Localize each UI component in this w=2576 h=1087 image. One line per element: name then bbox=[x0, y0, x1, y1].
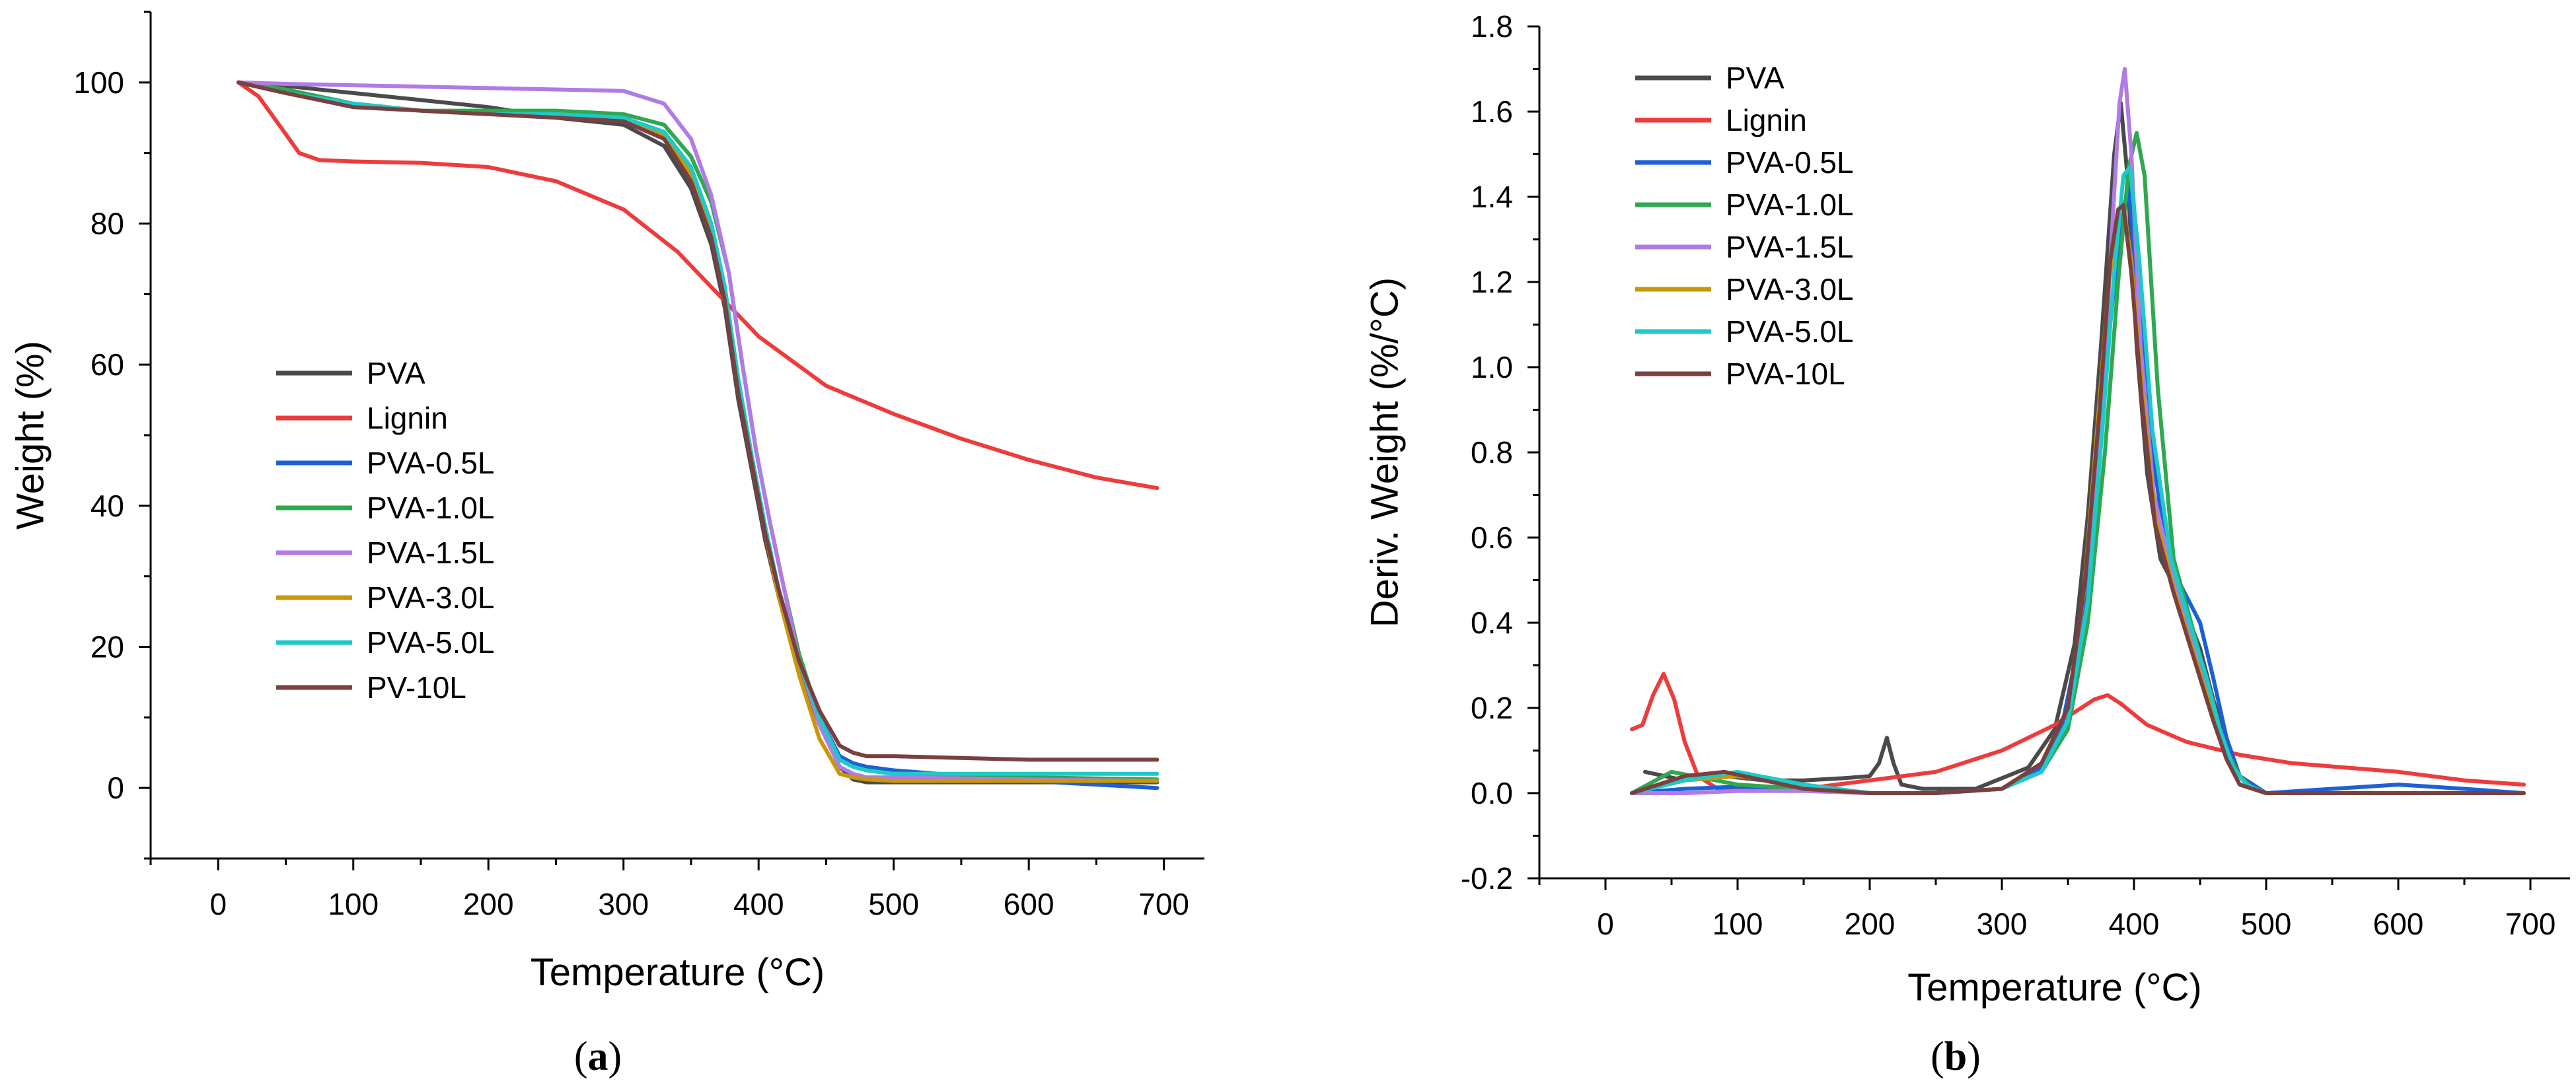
y-tick-label-b: 0.8 bbox=[1471, 435, 1513, 470]
y-tick-label-b: 0.4 bbox=[1471, 606, 1513, 640]
legend-label-b-pva: PVA bbox=[1726, 61, 1785, 95]
x-tick-label-a: 400 bbox=[733, 887, 784, 921]
x-tick-label-b: 700 bbox=[2505, 907, 2556, 941]
panel-a-label: (a) bbox=[574, 1034, 622, 1079]
panel-b-series-lines bbox=[1630, 67, 2526, 795]
panel-a-y-axis-title: Weight (%) bbox=[9, 341, 52, 530]
y-tick-label-b: 1.0 bbox=[1471, 350, 1513, 384]
legend-label-a-pva-1-5l: PVA-1.5L bbox=[367, 536, 494, 570]
y-tick-label-b: 0.2 bbox=[1471, 691, 1513, 725]
y-tick-label-b: -0.2 bbox=[1461, 861, 1513, 895]
x-tick-label-b: 300 bbox=[1977, 907, 2028, 941]
series-line-a-lignin bbox=[236, 80, 1159, 491]
legend-label-a-pva-5-0l: PVA-5.0L bbox=[367, 625, 494, 660]
legend-label-b-pva-3-0l: PVA-3.0L bbox=[1726, 272, 1853, 306]
x-tick-label-b: 400 bbox=[2109, 907, 2160, 941]
y-tick-label-a: 80 bbox=[91, 207, 124, 241]
panel-a-letter: a bbox=[588, 1034, 608, 1079]
legend-label-a-pva-1-0l: PVA-1.0L bbox=[367, 491, 494, 525]
y-tick-label-b: 1.2 bbox=[1471, 265, 1513, 299]
panel-b-derivative-chart: 0 100 200 300 400 500 600 700 -0.2 0.0 0.2 0.4 0.6 0.… bbox=[1363, 9, 2570, 1079]
panel-b-y-axis-title: Deriv. Weight (%/°C) bbox=[1363, 277, 1406, 627]
panel-a-x-axis-title: Temperature (°C) bbox=[531, 951, 825, 994]
x-tick-label-a: 200 bbox=[463, 887, 514, 921]
series-line-b-pva-10l bbox=[1630, 203, 2526, 795]
x-tick-label-a: 500 bbox=[868, 887, 919, 921]
legend-label-a-pva-3-0l: PVA-3.0L bbox=[367, 580, 494, 615]
legend-label-b-pva-1-0l: PVA-1.0L bbox=[1726, 188, 1853, 222]
x-tick-label-a: 600 bbox=[1004, 887, 1054, 921]
y-tick-label-a: 40 bbox=[91, 489, 124, 523]
panel-a-weight-chart: 0 100 200 300 400 500 600 700 0 20 40 60 80 100 Tempe… bbox=[9, 11, 1204, 1079]
x-tick-label-a: 700 bbox=[1138, 887, 1189, 921]
panel-a-series-lines bbox=[236, 80, 1159, 790]
panel-b-letter: b bbox=[1944, 1034, 1967, 1079]
x-tick-label-b: 600 bbox=[2373, 907, 2424, 941]
y-tick-label-b: 1.4 bbox=[1471, 180, 1513, 214]
panel-a-legend: PVA Lignin PVA-0.5L PVA-1.0L PVA-1.5L PVA-3.0… bbox=[276, 356, 494, 705]
legend-label-a-pva-0-5l: PVA-0.5L bbox=[367, 446, 494, 480]
panel-b-x-axis-title: Temperature (°C) bbox=[1907, 966, 2201, 1009]
x-tick-label-b: 100 bbox=[1712, 907, 1763, 941]
x-tick-label-b: 200 bbox=[1845, 907, 1895, 941]
y-tick-label-a: 0 bbox=[107, 771, 124, 805]
legend-label-b-pva-5-0l: PVA-5.0L bbox=[1726, 314, 1853, 349]
x-tick-label-b: 500 bbox=[2241, 907, 2292, 941]
series-line-a-pva-1-5l bbox=[236, 80, 1159, 783]
y-tick-label-b: 0.0 bbox=[1471, 776, 1513, 810]
y-tick-label-a: 60 bbox=[91, 347, 124, 382]
y-tick-label-b: 0.6 bbox=[1471, 520, 1513, 555]
x-tick-label-a: 100 bbox=[328, 887, 379, 921]
y-tick-label-b: 1.6 bbox=[1471, 94, 1513, 129]
legend-label-b-lignin: Lignin bbox=[1726, 103, 1807, 137]
legend-label-b-pva-0-5l: PVA-0.5L bbox=[1726, 145, 1853, 180]
x-tick-label-a: 300 bbox=[598, 887, 649, 921]
panel-b-legend: PVA Lignin PVA-0.5L PVA-1.0L PVA-1.5L PVA-3.0… bbox=[1635, 61, 1853, 391]
panel-a-ticks: 0 100 200 300 400 500 600 700 0 20 40 60 80 100 bbox=[73, 11, 1189, 921]
x-tick-label-b: 0 bbox=[1597, 907, 1614, 941]
panel-b-label: (b) bbox=[1931, 1034, 1981, 1079]
y-tick-label-a: 20 bbox=[91, 630, 124, 664]
legend-label-a-pva: PVA bbox=[367, 356, 425, 390]
legend-label-b-pva-1-5l: PVA-1.5L bbox=[1726, 230, 1853, 264]
y-tick-label-b: 1.8 bbox=[1471, 9, 1513, 44]
legend-label-a-pv-10l: PV-10L bbox=[367, 670, 466, 705]
series-line-b-lignin bbox=[1630, 672, 2526, 791]
panel-b-ticks: 0 100 200 300 400 500 600 700 -0.2 0.0 0.2 0.4 0.6 0.… bbox=[1461, 9, 2556, 941]
x-tick-label-a: 0 bbox=[209, 887, 227, 921]
y-tick-label-a: 100 bbox=[73, 65, 124, 100]
legend-label-a-lignin: Lignin bbox=[367, 401, 448, 435]
series-line-a-pv-10l bbox=[236, 80, 1159, 762]
legend-label-b-pva-10l: PVA-10L bbox=[1726, 357, 1845, 391]
